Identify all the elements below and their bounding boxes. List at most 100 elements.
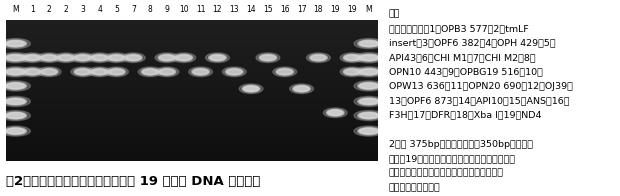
Text: を－，19．は制限酵素処理で切（図右）を＋，: を－，19．は制限酵素処理で切（図右）を＋， [389,154,516,163]
Ellipse shape [354,126,384,136]
Ellipse shape [358,68,380,75]
Ellipse shape [74,68,92,75]
Ellipse shape [354,81,384,91]
Ellipse shape [273,67,296,77]
Ellipse shape [4,98,27,105]
Ellipse shape [57,54,75,61]
Ellipse shape [208,54,226,61]
Ellipse shape [354,111,384,121]
Text: 16: 16 [280,5,290,14]
Ellipse shape [244,86,259,91]
Ellipse shape [256,53,280,63]
Ellipse shape [6,113,25,118]
Ellipse shape [107,68,125,75]
Ellipse shape [74,54,92,61]
Ellipse shape [193,69,208,74]
Ellipse shape [340,67,364,77]
Text: 2: 2 [46,5,51,14]
Ellipse shape [159,69,174,74]
Ellipse shape [309,54,327,61]
Ellipse shape [354,67,384,77]
Text: API43，6．CHI M1，7．CHI M2，8．: API43，6．CHI M1，7．CHI M2，8． [389,53,536,62]
Ellipse shape [175,54,193,61]
Ellipse shape [40,54,58,61]
Ellipse shape [1,111,30,121]
Text: 有無を＋－で調査。: 有無を＋－で調査。 [389,183,441,192]
Ellipse shape [242,85,260,92]
Ellipse shape [4,112,27,119]
Ellipse shape [158,68,176,75]
Ellipse shape [91,54,108,61]
Text: F3H，17．DFR，18．Xba l，19．ND4: F3H，17．DFR，18．Xba l，19．ND4 [389,111,541,120]
Ellipse shape [4,40,27,47]
Ellipse shape [122,53,145,63]
Ellipse shape [58,55,73,60]
Text: 7: 7 [131,5,136,14]
Ellipse shape [360,69,378,75]
Text: 2: 2 [64,5,68,14]
Ellipse shape [24,54,42,61]
Ellipse shape [340,53,364,63]
Ellipse shape [141,68,159,75]
Ellipse shape [1,53,30,63]
Ellipse shape [6,41,25,46]
Text: 17: 17 [297,5,306,14]
Ellipse shape [158,54,176,61]
Ellipse shape [107,54,125,61]
Ellipse shape [260,55,275,60]
Ellipse shape [25,69,40,74]
Text: 3: 3 [81,5,86,14]
Ellipse shape [343,54,361,61]
Text: 注）: 注） [389,10,401,19]
Ellipse shape [343,68,361,75]
Ellipse shape [328,110,343,115]
Ellipse shape [358,40,380,47]
Text: 12: 12 [213,5,222,14]
Text: 不切（図左）を－とし，その他のマーカーは: 不切（図左）を－とし，その他のマーカーは [389,169,504,178]
Ellipse shape [358,82,380,90]
Ellipse shape [88,67,112,77]
Ellipse shape [227,69,242,74]
Text: M: M [12,5,19,14]
Ellipse shape [1,38,30,49]
Ellipse shape [311,55,326,60]
Ellipse shape [6,69,25,75]
Ellipse shape [143,69,157,74]
Text: 10: 10 [179,5,188,14]
Ellipse shape [345,55,360,60]
Text: マーカー名は，1．OPB3 577，2．tmLF: マーカー名は，1．OPB3 577，2．tmLF [389,24,529,33]
Text: 8: 8 [148,5,153,14]
Ellipse shape [6,99,25,104]
Ellipse shape [155,67,179,77]
Ellipse shape [138,67,162,77]
Ellipse shape [306,53,330,63]
Ellipse shape [360,55,378,61]
Ellipse shape [37,67,61,77]
Ellipse shape [125,54,142,61]
Ellipse shape [176,55,191,60]
Ellipse shape [159,55,174,60]
Ellipse shape [1,126,30,136]
Ellipse shape [324,108,347,118]
Text: 19: 19 [347,5,357,14]
Ellipse shape [290,84,314,93]
Ellipse shape [360,99,378,104]
Ellipse shape [71,67,95,77]
Text: 19: 19 [330,5,340,14]
Ellipse shape [225,68,243,75]
Ellipse shape [210,55,225,60]
Ellipse shape [206,53,229,63]
Ellipse shape [360,83,378,89]
Ellipse shape [6,83,25,89]
Text: 13: 13 [229,5,239,14]
Text: 5: 5 [114,5,119,14]
Ellipse shape [239,84,263,93]
Ellipse shape [20,67,44,77]
Ellipse shape [25,55,40,60]
Text: OPN10 443，9．OPBG19 516，10．: OPN10 443，9．OPBG19 516，10． [389,67,543,76]
Ellipse shape [345,69,360,74]
Ellipse shape [40,68,58,75]
Ellipse shape [172,53,196,63]
Text: 1: 1 [30,5,35,14]
Text: 18: 18 [314,5,323,14]
